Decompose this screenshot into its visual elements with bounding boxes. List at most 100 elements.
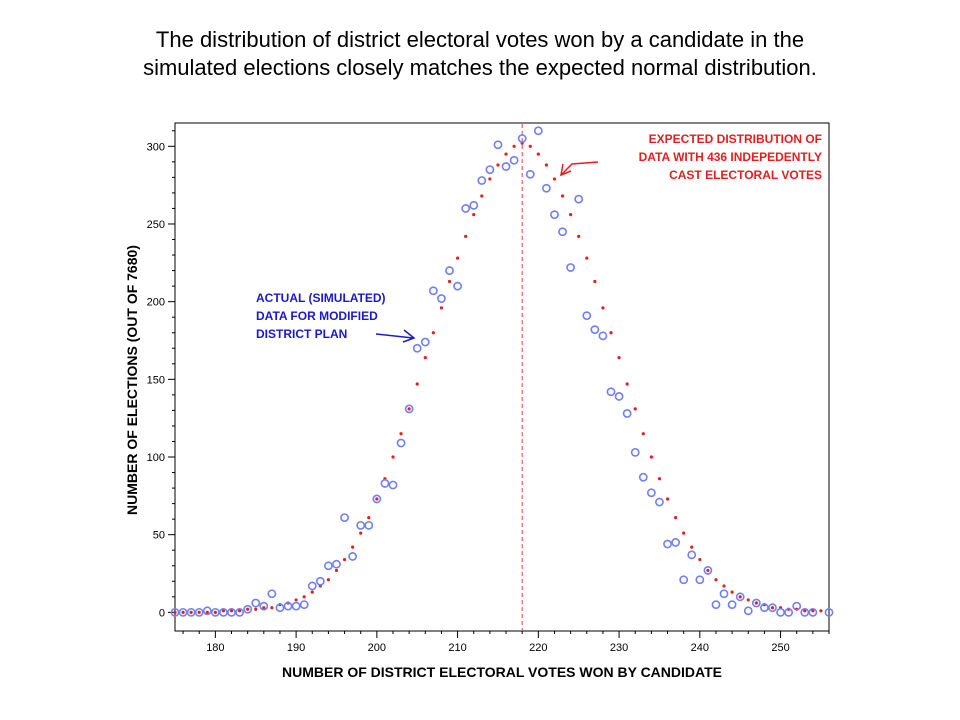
expected-point [447,279,452,284]
actual-point [461,204,471,213]
actual-point [525,169,535,179]
expected-point [754,601,758,605]
actual-point [324,561,333,571]
actual-point [219,607,228,617]
expected-point [391,455,395,459]
expected-point [811,609,815,613]
slide-title: The distribution of district electoral v… [0,26,960,82]
actual-point [243,604,253,614]
actual-point [259,601,269,611]
expected-point [367,515,371,520]
actual-point [380,479,390,488]
actual-point [703,566,713,575]
expected-point [601,306,605,310]
expected-point [334,568,339,573]
actual-point [485,165,495,175]
annotation-actual-arrowhead [402,329,416,343]
y-axis-label: NUMBER OF ELECTIONS (OUT OF 7680) [124,245,140,515]
expected-point [641,432,645,436]
expected-point [690,545,694,549]
actual-point [614,392,624,401]
x-tick-label: 210 [448,642,466,654]
expected-point [302,595,306,599]
actual-point [792,601,802,611]
expected-point [504,152,508,156]
actual-point [332,559,341,569]
actual-point [776,607,785,617]
actual-point [501,162,511,171]
actual-point [598,331,608,341]
actual-point [646,488,656,498]
y-tick-label: 100 [147,452,165,464]
expected-point [577,234,581,239]
expected-point [738,595,742,599]
actual-point [194,607,204,617]
plot-area [174,122,830,632]
actual-point [251,598,261,608]
actual-point [469,200,479,210]
expected-point [803,609,807,613]
actual-point [630,447,640,457]
actual-point [307,581,317,591]
actual-point [477,176,487,185]
expected-point [649,455,653,459]
expected-point [746,598,750,602]
expected-point [472,213,476,217]
actual-point [558,227,567,237]
expected-point [593,279,597,284]
expected-point [488,177,492,181]
actual-point [663,539,672,549]
annotation-expected-arrow [561,161,599,175]
actual-point [437,294,446,303]
expected-point [423,355,427,360]
x-tick-label: 220 [529,642,547,654]
actual-point [299,600,309,609]
expected-point [375,497,379,501]
y-tick-label: 150 [147,374,165,386]
expected-point [480,194,484,198]
slide-title-line-2: simulated elections closely matches the … [143,55,817,80]
expected-point [706,568,710,573]
actual-point [453,281,462,291]
actual-point [348,552,358,561]
expected-point [714,578,718,582]
expected-point [229,609,234,613]
axis-ticks: 180 190 200 210 220 230 240 250 0 50 100 150 200 250 3… [147,130,830,654]
x-tick-label: 180 [206,642,224,654]
annotation-expected: EXPECTED DISTRIBUTION OF DATA WITH 436 I… [560,132,822,182]
actual-point [582,311,592,321]
actual-point [493,140,503,150]
actual-point [760,603,769,613]
actual-point [727,600,737,609]
actual-point [638,472,648,482]
actual-point [388,480,398,490]
expected-point [399,432,403,436]
expected-point [617,355,621,360]
actual-point [574,194,584,204]
actual-point [824,607,834,617]
x-tick-label: 230 [610,642,628,654]
expected-point [415,382,419,386]
actual-point [687,550,697,560]
expected-point [359,531,363,535]
expected-point [173,610,177,614]
expected-point [819,609,823,613]
expected-point [262,606,266,610]
actual-point [542,183,551,193]
actual-point [768,603,777,613]
expected-point [496,163,500,167]
x-tick-label: 190 [287,642,305,654]
actual-point [509,155,519,165]
x-axis-label: NUMBER OF DISTRICT ELECTORAL VOTES WON B… [282,664,722,680]
expected-point [455,256,460,260]
actual-point [170,607,180,617]
expected-point [407,407,411,411]
expected-point [294,598,298,602]
actual-point [404,404,414,414]
actual-point [210,607,220,617]
y-tick-label: 0 [159,607,165,619]
expected-point [342,557,347,562]
expected-point [254,607,258,611]
expected-point [569,213,573,217]
